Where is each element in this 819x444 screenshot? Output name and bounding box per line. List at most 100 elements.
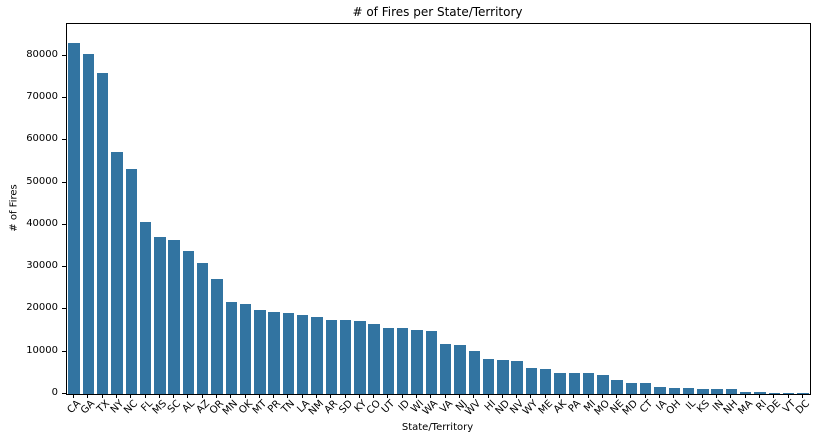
bar-OK <box>239 304 252 394</box>
bar-AR <box>325 320 338 394</box>
x-tick-mark <box>630 394 631 398</box>
y-tick-mark <box>62 55 66 56</box>
x-tick-mark <box>559 394 560 398</box>
bar-VT <box>782 393 795 394</box>
x-tick-mark <box>416 394 417 398</box>
x-tick-mark <box>202 394 203 398</box>
x-tick-mark <box>130 394 131 398</box>
x-tick-mark <box>702 394 703 398</box>
x-tick-mark <box>273 394 274 398</box>
x-tick-mark <box>159 394 160 398</box>
x-tick-mark <box>616 394 617 398</box>
bar-NE <box>611 380 623 394</box>
bar-MN <box>225 302 238 394</box>
bar-VA <box>439 344 452 394</box>
bar-PA <box>568 373 580 394</box>
bar-DE <box>768 393 780 394</box>
bar-FL <box>139 222 152 394</box>
x-tick-mark <box>788 394 789 398</box>
x-tick-mark <box>173 394 174 398</box>
x-tick-mark <box>459 394 460 398</box>
bar-RI <box>754 392 766 394</box>
x-tick-mark <box>116 394 117 398</box>
bar-OR <box>211 279 223 394</box>
bar-HI <box>482 359 495 394</box>
x-tick-mark <box>73 394 74 398</box>
bar-NJ <box>454 345 466 394</box>
bar-AK <box>554 373 566 394</box>
y-tick-label: 50000 <box>26 176 58 187</box>
x-tick-mark <box>359 394 360 398</box>
y-tick-label: 40000 <box>26 218 58 229</box>
y-tick-label: 0 <box>51 387 58 398</box>
bar-WV <box>468 351 480 394</box>
x-tick-mark <box>302 394 303 398</box>
x-tick-mark <box>187 394 188 398</box>
x-tick-mark <box>759 394 760 398</box>
x-tick-mark <box>245 394 246 398</box>
y-tick-mark <box>62 308 66 309</box>
x-tick-mark <box>330 394 331 398</box>
x-tick-mark <box>345 394 346 398</box>
bar-WI <box>411 330 423 394</box>
bar-KY <box>354 321 366 394</box>
bar-KS <box>697 389 709 394</box>
bar-AL <box>182 251 195 394</box>
bar-NV <box>511 361 523 394</box>
bar-ME <box>539 369 552 394</box>
y-tick-mark <box>62 266 66 267</box>
x-tick-mark <box>659 394 660 398</box>
x-tick-mark <box>473 394 474 398</box>
x-tick-mark <box>387 394 388 398</box>
x-tick-mark <box>230 394 231 398</box>
bar-LA <box>297 315 309 394</box>
bar-CT <box>639 383 652 394</box>
bar-WY <box>525 368 538 394</box>
bar-IA <box>654 387 666 394</box>
y-tick-label: 70000 <box>26 91 58 102</box>
bar-UT <box>382 328 395 394</box>
bar-GA <box>82 54 95 394</box>
y-tick-label: 20000 <box>26 302 58 313</box>
y-tick-label: 30000 <box>26 260 58 271</box>
bar-TN <box>282 313 295 394</box>
bar-ID <box>397 328 409 394</box>
bar-SC <box>168 240 180 394</box>
x-tick-mark <box>102 394 103 398</box>
x-tick-mark <box>488 394 489 398</box>
bar-NY <box>111 152 123 394</box>
x-tick-mark <box>287 394 288 398</box>
bar-MD <box>625 383 638 394</box>
bar-TX <box>97 73 109 394</box>
bar-MA <box>739 392 752 394</box>
y-tick-label: 10000 <box>26 345 58 356</box>
bar-DC <box>797 393 809 394</box>
bar-IN <box>711 389 723 394</box>
x-tick-mark <box>673 394 674 398</box>
y-tick-label: 80000 <box>26 49 58 60</box>
x-tick-mark <box>216 394 217 398</box>
x-tick-mark <box>588 394 589 398</box>
bar-NH <box>725 389 738 394</box>
bar-MO <box>597 375 609 394</box>
x-tick-mark <box>445 394 446 398</box>
x-tick-mark <box>516 394 517 398</box>
x-tick-mark <box>316 394 317 398</box>
chart-title: # of Fires per State/Territory <box>352 5 523 19</box>
x-tick-mark <box>145 394 146 398</box>
x-tick-mark <box>802 394 803 398</box>
y-tick-mark <box>62 351 66 352</box>
x-tick-mark <box>773 394 774 398</box>
x-tick-mark <box>645 394 646 398</box>
x-tick-mark <box>502 394 503 398</box>
x-tick-mark <box>87 394 88 398</box>
bar-WA <box>425 331 438 394</box>
bar-OH <box>668 388 680 394</box>
x-axis-label: State/Territory <box>401 422 474 433</box>
x-tick-mark <box>716 394 717 398</box>
bar-CO <box>368 324 380 394</box>
bar-NC <box>125 169 137 394</box>
x-tick-mark <box>402 394 403 398</box>
x-tick-mark <box>545 394 546 398</box>
